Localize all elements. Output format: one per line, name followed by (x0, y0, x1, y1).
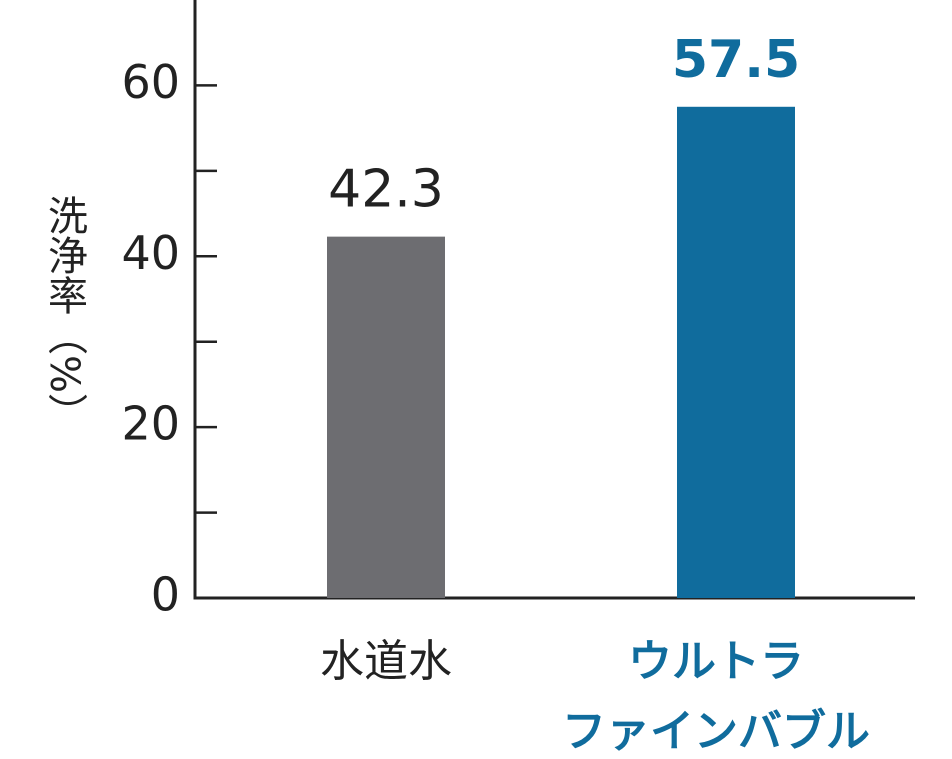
y-tick-label: 0 (151, 568, 180, 622)
y-axis-label: 洗浄率（%） (41, 195, 88, 433)
x-tick-label: 水道水 (320, 636, 452, 687)
x-tick-label: ウルトラ (628, 636, 804, 687)
y-tick-label: 20 (121, 397, 180, 451)
value-label: 42.3 (328, 160, 444, 220)
x-tick-label: ファインバブル (562, 706, 870, 757)
bar (327, 236, 445, 598)
y-tick-label: 40 (121, 226, 180, 280)
bar (677, 106, 795, 599)
y-tick-label: 60 (121, 55, 180, 109)
value-label: 57.5 (672, 30, 800, 90)
